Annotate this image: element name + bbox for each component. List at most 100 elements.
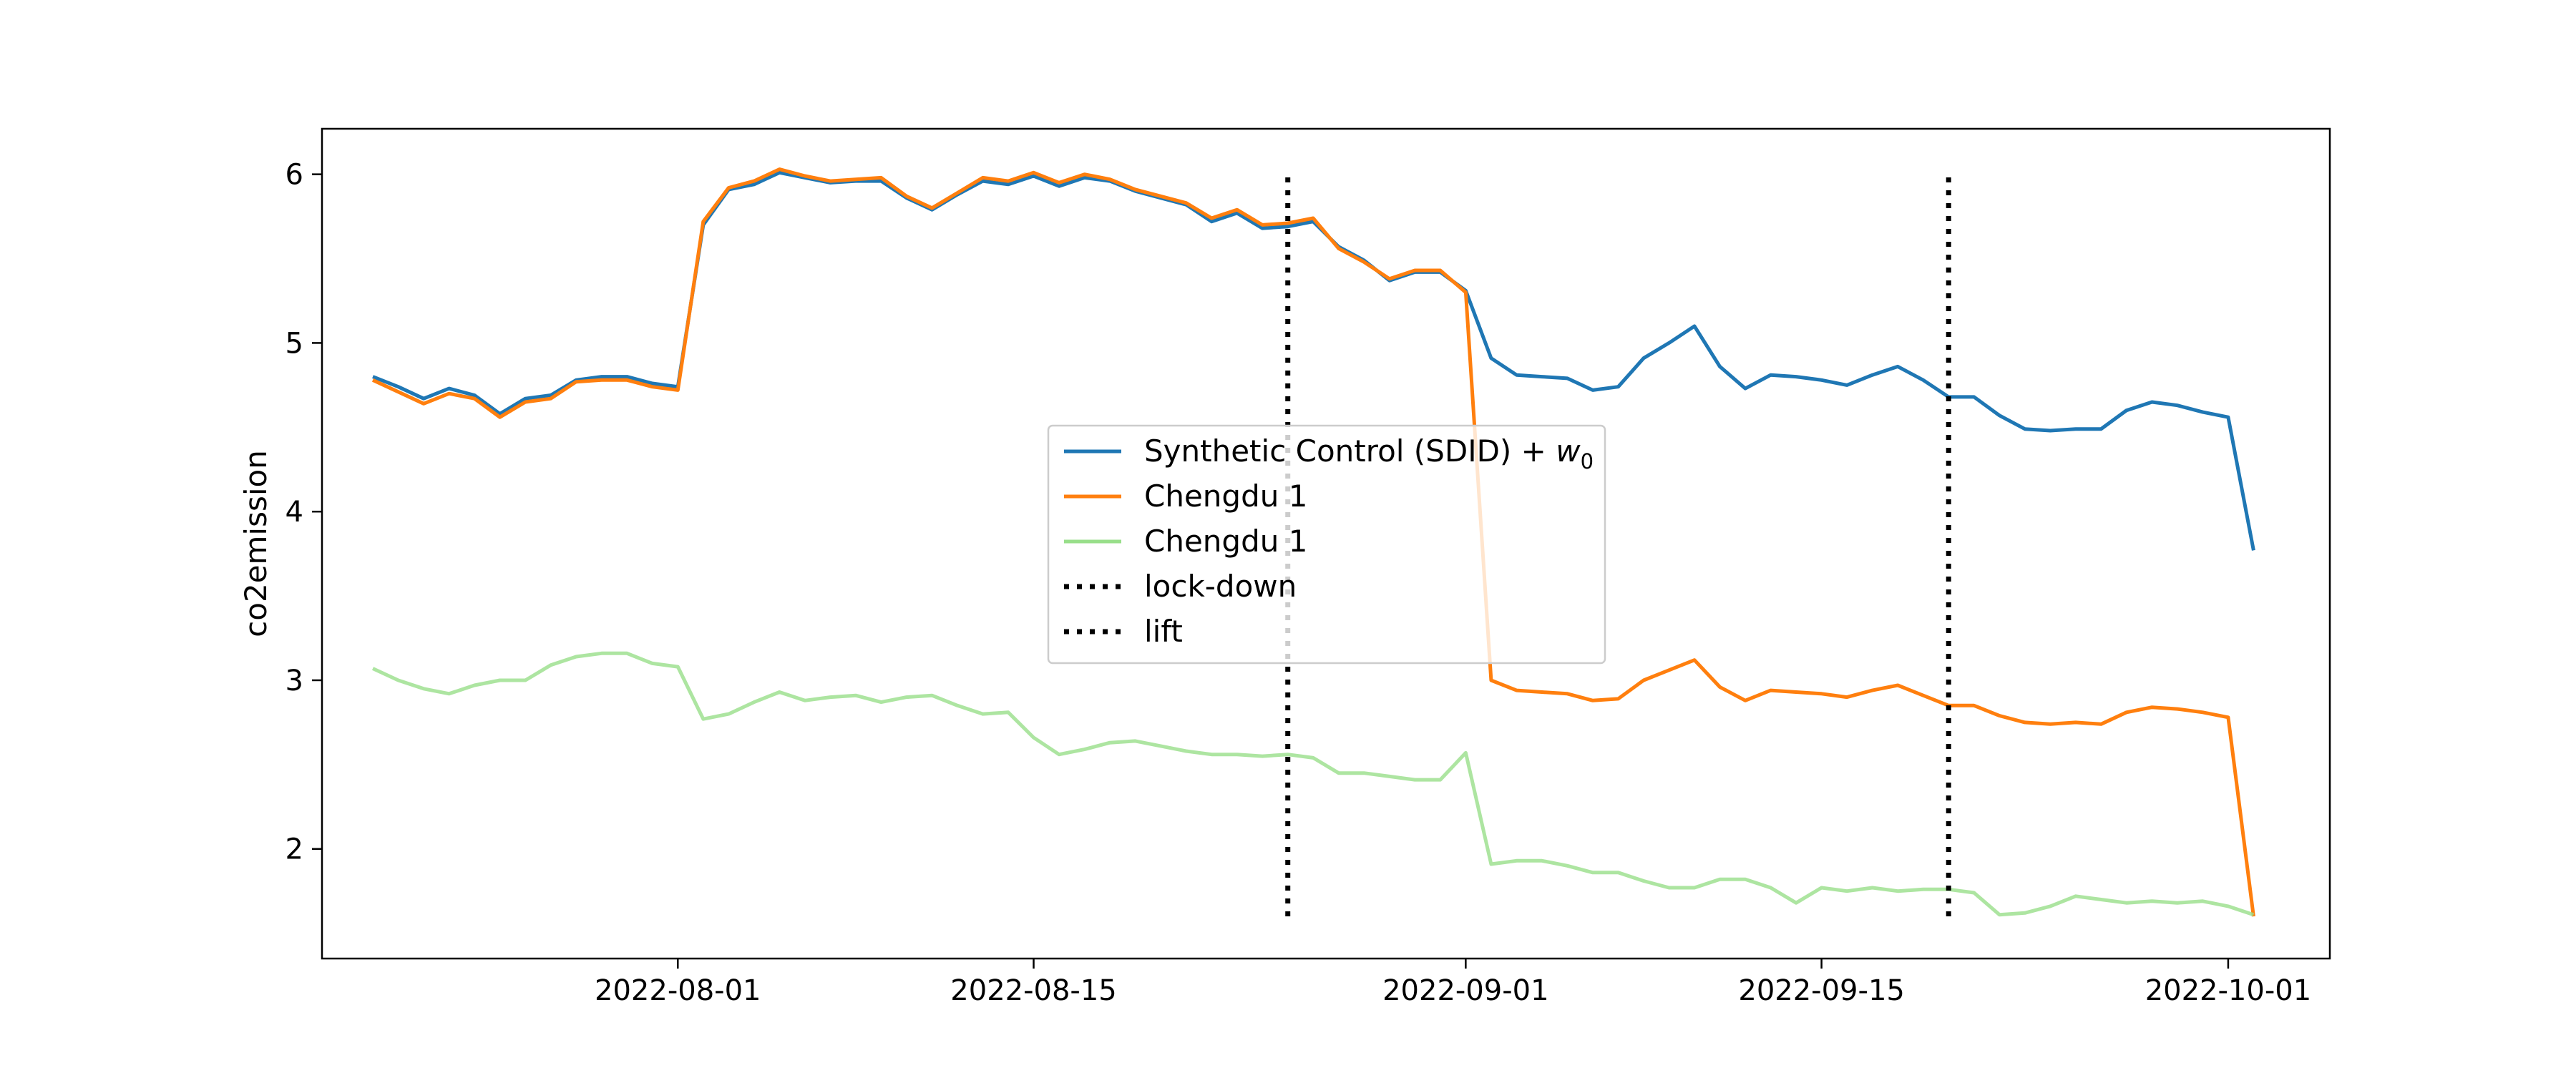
- data-point: [601, 653, 602, 654]
- data-point: [1033, 172, 1034, 173]
- data-point: [1872, 690, 1873, 691]
- data-point: [1745, 388, 1746, 389]
- series-line-1: [371, 167, 2255, 917]
- data-point: [1287, 226, 1288, 227]
- data-point: [525, 398, 526, 399]
- data-point: [1592, 390, 1593, 391]
- data-point: [1287, 754, 1288, 755]
- data-point: [1389, 776, 1390, 777]
- data-point: [1059, 186, 1060, 187]
- data-point: [1745, 879, 1746, 880]
- y-tick-label: 5: [286, 327, 303, 360]
- data-point: [1821, 693, 1822, 694]
- data-point: [753, 184, 754, 185]
- data-point: [1236, 212, 1237, 213]
- data-point: [652, 663, 653, 664]
- data-point: [855, 179, 856, 180]
- data-point: [1059, 754, 1060, 755]
- y-tick-label: 6: [286, 159, 303, 192]
- data-point: [982, 177, 983, 178]
- data-point: [1770, 690, 1771, 691]
- data-point: [398, 391, 399, 392]
- data-point: [2202, 412, 2203, 413]
- data-point: [1338, 248, 1339, 249]
- data-point: [2024, 428, 2025, 429]
- data-point: [627, 653, 628, 654]
- vline-layer: [1285, 170, 1951, 917]
- plot-frame: [321, 127, 2331, 960]
- data-point: [2253, 550, 2254, 551]
- data-point: [1567, 693, 1568, 694]
- data-point: [2253, 914, 2254, 915]
- data-point: [1516, 375, 1517, 376]
- data-point: [1084, 749, 1085, 750]
- data-point: [525, 402, 526, 403]
- data-point: [1084, 177, 1085, 178]
- x-tick-label: 2022-09-01: [1382, 974, 1548, 1007]
- data-point: [550, 398, 551, 399]
- data-point: [627, 380, 628, 381]
- data-point: [499, 413, 500, 414]
- data-point: [499, 417, 500, 418]
- data-point: [1694, 325, 1695, 326]
- data-point: [1821, 380, 1822, 381]
- y-axis-ticks: 2 3 4 5 6: [286, 159, 322, 866]
- y-tick-label: 2: [286, 833, 303, 866]
- data-point: [982, 181, 983, 182]
- data-point: [855, 695, 856, 696]
- legend-label: lift: [1144, 614, 1183, 649]
- data-point: [474, 685, 475, 686]
- data-point: [1516, 690, 1517, 691]
- data-point: [1110, 179, 1111, 180]
- data-point: [1999, 914, 2000, 915]
- series-line-2: [371, 651, 2255, 917]
- data-point: [1033, 176, 1034, 177]
- data-point: [1313, 221, 1314, 222]
- y-axis-label: co2emission: [238, 450, 273, 637]
- y-tick-label: 3: [286, 665, 303, 697]
- x-tick-label: 2022-09-15: [1738, 974, 1904, 1007]
- data-point: [1135, 740, 1136, 741]
- data-point: [601, 380, 602, 381]
- data-point: [804, 700, 805, 701]
- data-point: [525, 680, 526, 681]
- data-point: [398, 680, 399, 681]
- data-point: [373, 380, 374, 381]
- data-point: [1389, 278, 1390, 279]
- data-point: [1770, 375, 1771, 376]
- legend-label: Synthetic Control (SDID) + w0: [1144, 433, 1594, 474]
- y-tick-label: 4: [286, 496, 303, 529]
- data-point: [373, 376, 374, 377]
- data-point: [1541, 376, 1542, 377]
- series-points-2: [373, 653, 2254, 915]
- data-point: [1618, 872, 1619, 873]
- data-point: [1719, 366, 1720, 367]
- legend-label: Chengdu 1: [1144, 479, 1307, 514]
- data-point: [373, 668, 374, 669]
- data-point: [2126, 410, 2127, 411]
- data-point: [957, 705, 958, 706]
- data-point: [1236, 754, 1237, 755]
- data-point: [1872, 375, 1873, 376]
- data-point: [576, 381, 577, 382]
- data-point: [2050, 724, 2051, 725]
- data-point: [1211, 218, 1212, 219]
- legend-box: [1047, 424, 1606, 665]
- data-point: [906, 196, 907, 197]
- data-point: [1999, 415, 2000, 416]
- data-point: [2101, 899, 2102, 900]
- data-point: [2101, 724, 2102, 725]
- data-point: [1313, 218, 1314, 219]
- legend: Synthetic Control (SDID) + w0 Chengdu 1 Ch…: [1047, 424, 1606, 665]
- data-point: [779, 172, 780, 173]
- x-tick-label: 2022-08-01: [595, 974, 761, 1007]
- data-point: [1796, 376, 1797, 377]
- data-point: [601, 376, 602, 377]
- data-point: [804, 176, 805, 177]
- legend-label: lock-down: [1144, 569, 1297, 604]
- x-tick-label: 2022-10-01: [2145, 974, 2311, 1007]
- data-point: [499, 680, 500, 681]
- data-point: [2075, 428, 2076, 429]
